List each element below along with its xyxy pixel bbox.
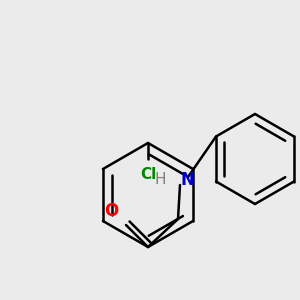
Text: H: H	[154, 172, 166, 188]
Text: O: O	[104, 202, 118, 220]
Text: N: N	[180, 171, 194, 189]
Text: Cl: Cl	[140, 167, 156, 182]
